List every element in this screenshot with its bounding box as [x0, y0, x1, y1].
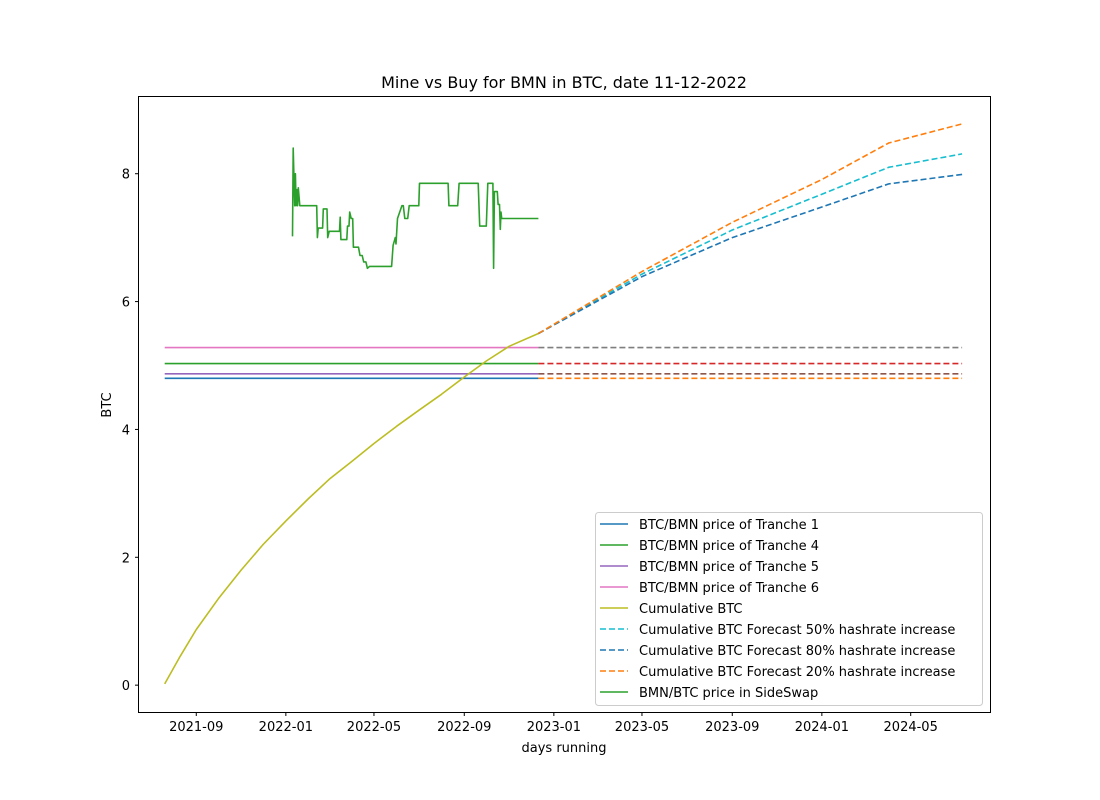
y-tick-label: 4: [122, 423, 130, 438]
legend-entry: BTC/BMN price of Tranche 6: [639, 581, 819, 596]
legend-entry: Cumulative BTC Forecast 20% hashrate inc…: [639, 665, 955, 680]
y-axis: 0 2 4 6 8: [122, 168, 139, 694]
legend-entry: Cumulative BTC: [639, 602, 743, 617]
legend-box: [595, 512, 983, 706]
series-layer: [164, 123, 963, 685]
legend-entry: BTC/BMN price of Tranche 1: [639, 518, 819, 533]
x-tick-label: 2022-05: [347, 720, 401, 735]
series-line-11: [537, 123, 963, 335]
legend-entry: BTC/BMN price of Tranche 4: [639, 539, 819, 554]
legend: BTC/BMN price of Tranche 1 BTC/BMN price …: [595, 512, 983, 706]
series-line-8: [164, 332, 539, 685]
x-tick-label: 2021-09: [169, 720, 223, 735]
legend-entry: Cumulative BTC Forecast 50% hashrate inc…: [639, 623, 955, 638]
x-tick-label: 2024-05: [884, 720, 938, 735]
legend-entry: BTC/BMN price of Tranche 5: [639, 560, 819, 575]
x-tick-label: 2024-01: [795, 720, 849, 735]
x-tick-label: 2022-09: [437, 720, 491, 735]
series-line-12: [291, 147, 539, 270]
y-tick-label: 8: [122, 168, 130, 183]
x-tick-label: 2022-01: [259, 720, 313, 735]
legend-entry: BMN/BTC price in SideSwap: [639, 686, 818, 701]
x-tick-label: 2023-01: [527, 720, 581, 735]
x-tick-label: 2023-09: [705, 720, 759, 735]
y-tick-label: 6: [122, 296, 130, 311]
x-tick-label: 2023-05: [615, 720, 669, 735]
plot-frame: [138, 96, 991, 713]
x-axis: 2021-09 2022-01 2022-05 2022-09 2023-01 2023-…: [169, 712, 938, 735]
series-line-9: [538, 153, 963, 335]
chart-title: Mine vs Buy for BMN in BTC, date 11-12-2…: [381, 73, 747, 92]
y-tick-label: 2: [122, 551, 130, 566]
x-axis-label: days running: [522, 741, 607, 756]
y-axis-label: BTC: [100, 392, 115, 417]
legend-entry: Cumulative BTC Forecast 80% hashrate inc…: [639, 644, 955, 659]
series-line-10: [538, 173, 963, 335]
y-tick-label: 0: [122, 679, 130, 694]
